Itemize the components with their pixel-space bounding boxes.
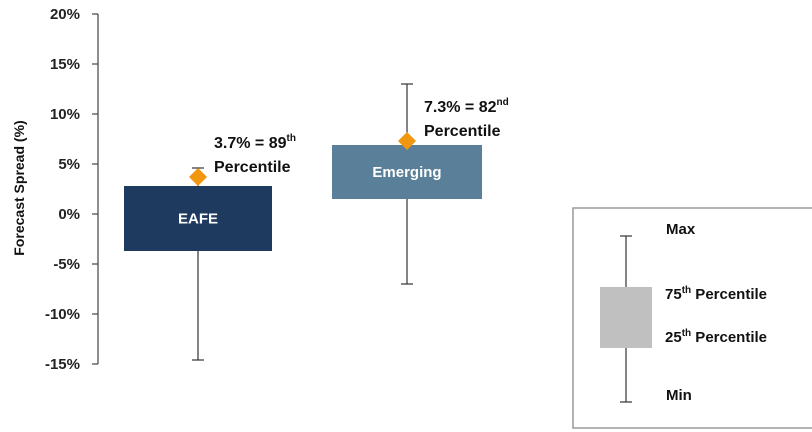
emerging-annotation-percentile: Percentile [424, 123, 501, 140]
eafe-current-marker [189, 168, 207, 186]
y-axis-label: Forecast Spread (%) [11, 120, 27, 255]
y-tick-label: 5% [58, 156, 80, 173]
y-tick-label: -5% [53, 256, 80, 273]
eafe-box-label: EAFE [178, 211, 218, 228]
legend-75th-label: 75th Percentile [665, 285, 767, 303]
legend-min-label: Min [666, 387, 692, 404]
boxes: EAFE 3.7% = 89th Percentile Emerging 7.3% = … [124, 83, 509, 361]
legend-max-label: Max [666, 221, 696, 238]
y-axis: 20% 15% 10% 5% 0% -5% -10% -15% [45, 6, 99, 373]
eafe-box [124, 186, 272, 251]
y-tick-label: 0% [58, 206, 80, 223]
emerging-annotation-value: 7.3% = 82nd [424, 97, 509, 116]
y-tick-label: 20% [50, 6, 80, 23]
legend-25th-label: 25th Percentile [665, 328, 767, 346]
y-tick-label: -15% [45, 356, 80, 373]
legend-box-sample [600, 287, 652, 348]
eafe-annotation-value: 3.7% = 89th [214, 133, 296, 152]
emerging-current-marker [398, 132, 416, 150]
y-tick-label: 15% [50, 56, 80, 73]
emerging-box-label: Emerging [372, 164, 441, 181]
emerging-box [332, 145, 482, 199]
y-tick-label: -10% [45, 306, 80, 323]
legend: Max 75th Percentile 25th Percentile Min [572, 207, 812, 429]
eafe-annotation-percentile: Percentile [214, 159, 291, 176]
y-tick-label: 10% [50, 106, 80, 123]
